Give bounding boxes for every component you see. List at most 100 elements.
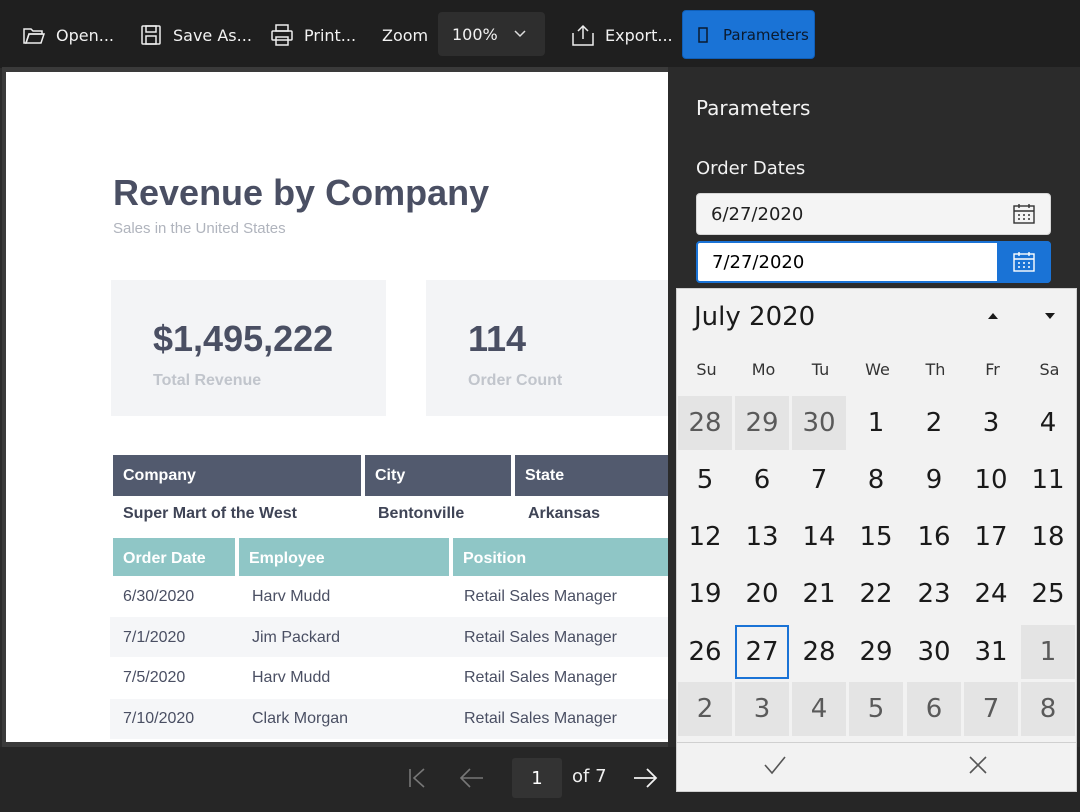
save-as-button[interactable]: Save As... (139, 14, 252, 56)
previous-page-icon[interactable] (459, 767, 485, 789)
calendar-day[interactable]: 3 (735, 682, 789, 736)
calendar-footer (676, 742, 1077, 792)
calendar-day[interactable]: 9 (925, 465, 943, 495)
calendar-day[interactable]: 7 (810, 465, 828, 495)
calendar-day[interactable]: 1 (867, 408, 885, 438)
parameters-button[interactable]: Parameters (682, 10, 815, 59)
calendar-day[interactable]: 20 (745, 579, 779, 609)
calendar-day[interactable]: 27 (735, 625, 789, 679)
calendar-day[interactable]: 11 (1031, 465, 1065, 495)
calendar-day[interactable]: 30 (792, 396, 846, 450)
calendar-day[interactable]: 17 (974, 522, 1008, 552)
kpi-label: Total Revenue (153, 372, 262, 389)
printer-icon (271, 24, 293, 46)
start-date-value: 6/27/2020 (711, 203, 804, 225)
calendar-day[interactable]: 31 (974, 637, 1008, 667)
calendar-day[interactable]: 25 (1031, 579, 1065, 609)
next-month-icon[interactable] (1042, 310, 1058, 322)
calendar-day[interactable]: 3 (982, 408, 1000, 438)
table-row (110, 658, 668, 698)
company-name: Super Mart of the West (123, 505, 297, 522)
calendar-day[interactable]: 28 (802, 637, 836, 667)
kpi-value: 114 (468, 318, 527, 359)
order-position: Retail Sales Manager (464, 629, 617, 646)
calendar-day[interactable]: 8 (1021, 682, 1075, 736)
calendar-day[interactable]: 14 (802, 522, 836, 552)
export-label: Export... (605, 25, 673, 45)
export-button[interactable]: Export... (571, 14, 673, 56)
calendar-month-label[interactable]: July 2020 (694, 302, 816, 332)
zoom-select[interactable]: 100% (438, 12, 545, 56)
report-subtitle: Sales in the United States (113, 220, 286, 237)
kpi-value: $1,495,222 (153, 318, 334, 359)
order-date: 7/1/2020 (123, 629, 186, 646)
kpi-label: Order Count (468, 372, 563, 389)
calendar-day[interactable]: 24 (974, 579, 1008, 609)
parameters-title: Parameters (696, 96, 811, 120)
company-city: Bentonville (378, 505, 465, 522)
checkmark-icon[interactable] (763, 754, 787, 776)
start-date-input[interactable]: 6/27/2020 (696, 193, 1051, 235)
calendar-day[interactable]: 4 (1039, 408, 1057, 438)
panel-icon (698, 26, 708, 43)
calendar-day[interactable]: 30 (917, 637, 951, 667)
open-label: Open... (56, 25, 114, 45)
calendar-day[interactable]: 15 (859, 522, 893, 552)
end-date-input[interactable]: 7/27/2020 (696, 241, 1051, 283)
page-number-input[interactable]: 1 (512, 758, 562, 798)
calendar-day[interactable]: 18 (1031, 522, 1065, 552)
calendar-button[interactable] (997, 241, 1051, 283)
calendar-icon (1013, 252, 1035, 272)
report-page: Revenue by Company Sales in the United S… (6, 72, 668, 742)
header-city: City (365, 455, 511, 496)
weekday-label: Sa (1039, 360, 1060, 379)
save-icon (141, 25, 161, 45)
calendar-day[interactable]: 16 (917, 522, 951, 552)
table-row (110, 617, 668, 657)
parameters-label: Parameters (723, 25, 809, 44)
calendar-day[interactable]: 22 (859, 579, 893, 609)
order-date: 6/30/2020 (123, 588, 195, 605)
folder-open-icon (23, 28, 46, 44)
calendar-day[interactable]: 6 (753, 465, 771, 495)
next-page-icon[interactable] (632, 767, 658, 789)
calendar-day[interactable]: 19 (688, 579, 722, 609)
order-dates-label: Order Dates (696, 158, 806, 179)
calendar-day[interactable]: 28 (678, 396, 732, 450)
chevron-down-icon (514, 30, 526, 38)
order-employee: Clark Morgan (252, 710, 349, 727)
calendar-day[interactable]: 2 (925, 408, 943, 438)
open-button[interactable]: Open... (22, 14, 114, 56)
calendar-day[interactable]: 23 (917, 579, 951, 609)
calendar-day[interactable]: 26 (688, 637, 722, 667)
calendar-day[interactable]: 1 (1021, 625, 1075, 679)
print-label: Print... (304, 25, 357, 45)
first-page-icon[interactable] (407, 767, 427, 789)
calendar-day[interactable]: 29 (735, 396, 789, 450)
calendar-day[interactable]: 6 (907, 682, 961, 736)
calendar-day[interactable]: 21 (802, 579, 836, 609)
report-title: Revenue by Company (113, 172, 490, 213)
print-button[interactable]: Print... (270, 14, 356, 56)
calendar-day[interactable]: 2 (678, 682, 732, 736)
zoom-label: Zoom (382, 25, 429, 45)
calendar-day[interactable]: 12 (688, 522, 722, 552)
close-icon[interactable] (967, 754, 989, 776)
order-employee: Jim Packard (252, 629, 341, 646)
page-count: of 7 (572, 766, 607, 787)
calendar-day[interactable]: 5 (696, 465, 714, 495)
calendar-day[interactable]: 29 (859, 637, 893, 667)
calendar-day[interactable]: 8 (867, 465, 885, 495)
previous-month-icon[interactable] (985, 310, 1001, 322)
calendar-day[interactable]: 10 (974, 465, 1008, 495)
calendar-day[interactable]: 5 (849, 682, 903, 736)
calendar-day[interactable]: 4 (792, 682, 846, 736)
calendar-icon[interactable] (1012, 203, 1036, 225)
header-position: Position (453, 538, 668, 579)
order-employee: Harv Mudd (252, 669, 331, 686)
calendar-day[interactable]: 7 (964, 682, 1018, 736)
calendar-day[interactable]: 13 (745, 522, 779, 552)
weekday-label: Mo (751, 360, 776, 379)
table-row (110, 699, 668, 739)
weekday-label: We (865, 360, 890, 379)
